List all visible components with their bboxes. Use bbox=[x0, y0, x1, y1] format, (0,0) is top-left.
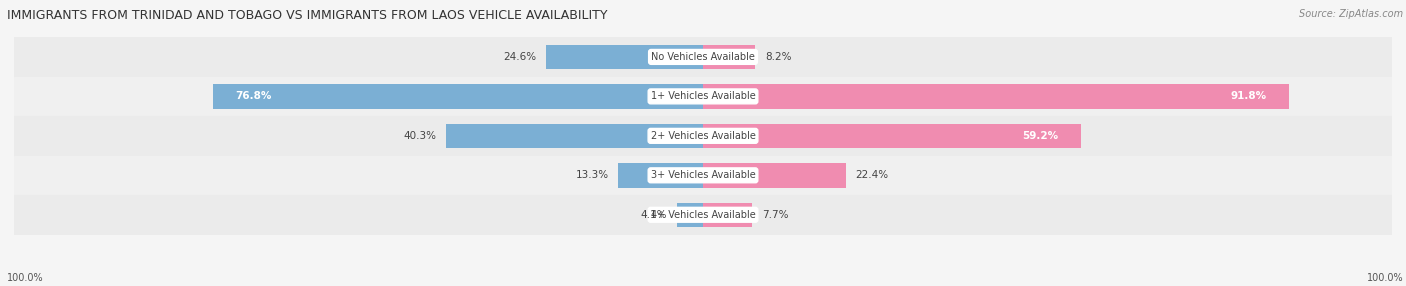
Bar bbox=[14, 77, 1392, 116]
Text: 7.7%: 7.7% bbox=[762, 210, 789, 220]
Bar bbox=[446, 124, 703, 148]
Bar bbox=[14, 195, 1392, 235]
Bar bbox=[619, 163, 703, 188]
Text: IMMIGRANTS FROM TRINIDAD AND TOBAGO VS IMMIGRANTS FROM LAOS VEHICLE AVAILABILITY: IMMIGRANTS FROM TRINIDAD AND TOBAGO VS I… bbox=[7, 9, 607, 21]
Text: 24.6%: 24.6% bbox=[503, 52, 537, 62]
Bar bbox=[703, 202, 752, 227]
Text: 100.0%: 100.0% bbox=[7, 273, 44, 283]
Text: 4.1%: 4.1% bbox=[641, 210, 668, 220]
Bar bbox=[676, 202, 703, 227]
Text: 100.0%: 100.0% bbox=[1367, 273, 1403, 283]
Text: 40.3%: 40.3% bbox=[404, 131, 436, 141]
Text: No Vehicles Available: No Vehicles Available bbox=[651, 52, 755, 62]
Bar bbox=[14, 156, 1392, 195]
Text: 22.4%: 22.4% bbox=[855, 170, 889, 180]
Bar bbox=[546, 45, 703, 69]
Text: 13.3%: 13.3% bbox=[575, 170, 609, 180]
Bar bbox=[214, 84, 703, 109]
Text: 3+ Vehicles Available: 3+ Vehicles Available bbox=[651, 170, 755, 180]
Text: 76.8%: 76.8% bbox=[235, 92, 271, 101]
Bar bbox=[703, 163, 846, 188]
Text: Source: ZipAtlas.com: Source: ZipAtlas.com bbox=[1299, 9, 1403, 19]
Bar bbox=[14, 116, 1392, 156]
Bar bbox=[703, 124, 1081, 148]
Text: 4+ Vehicles Available: 4+ Vehicles Available bbox=[651, 210, 755, 220]
Text: 91.8%: 91.8% bbox=[1230, 92, 1267, 101]
Bar bbox=[703, 84, 1288, 109]
Text: 2+ Vehicles Available: 2+ Vehicles Available bbox=[651, 131, 755, 141]
Text: 59.2%: 59.2% bbox=[1022, 131, 1059, 141]
Text: 8.2%: 8.2% bbox=[765, 52, 792, 62]
Text: 1+ Vehicles Available: 1+ Vehicles Available bbox=[651, 92, 755, 101]
Bar bbox=[14, 37, 1392, 77]
Bar bbox=[703, 45, 755, 69]
